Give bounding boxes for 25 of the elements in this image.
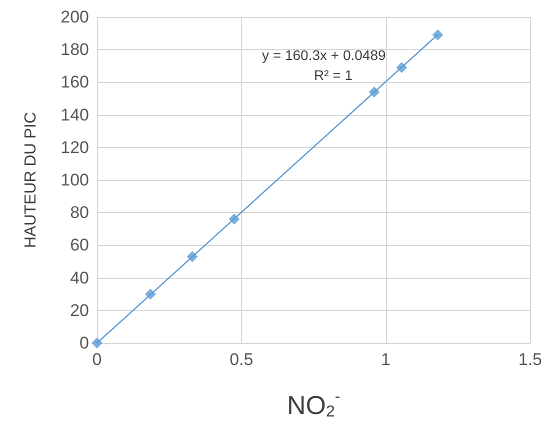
y-axis-title: HAUTEUR DU PIC: [22, 112, 40, 248]
y-tick-label: 120: [60, 138, 89, 157]
x-tick-label: 1: [381, 350, 391, 369]
point: [432, 29, 444, 40]
point: [228, 214, 240, 225]
y-tick-label: 160: [60, 72, 89, 92]
point: [396, 62, 408, 74]
point: [92, 338, 102, 348]
y-tick-label: 60: [70, 236, 89, 255]
point: [144, 288, 156, 300]
x-tick-label: 1.5: [518, 350, 542, 369]
x-tick-label: 0: [92, 350, 102, 369]
point: [368, 86, 380, 98]
y-tick-label: 140: [60, 105, 89, 124]
y-tick-label: 200: [60, 8, 89, 26]
point: [186, 251, 198, 262]
y-tick-label: 100: [60, 170, 89, 190]
annotation: y = 160.3x + 0.0489: [262, 47, 386, 63]
x-tick-label: 0.5: [230, 350, 254, 369]
annotation: R² = 1: [314, 67, 353, 83]
y-tick-label: 80: [70, 203, 89, 222]
y-tick-label: 0: [80, 334, 89, 352]
y-tick-label: 180: [60, 40, 89, 60]
y-tick-label: 40: [70, 268, 89, 288]
y-tick-label: 20: [70, 300, 89, 320]
